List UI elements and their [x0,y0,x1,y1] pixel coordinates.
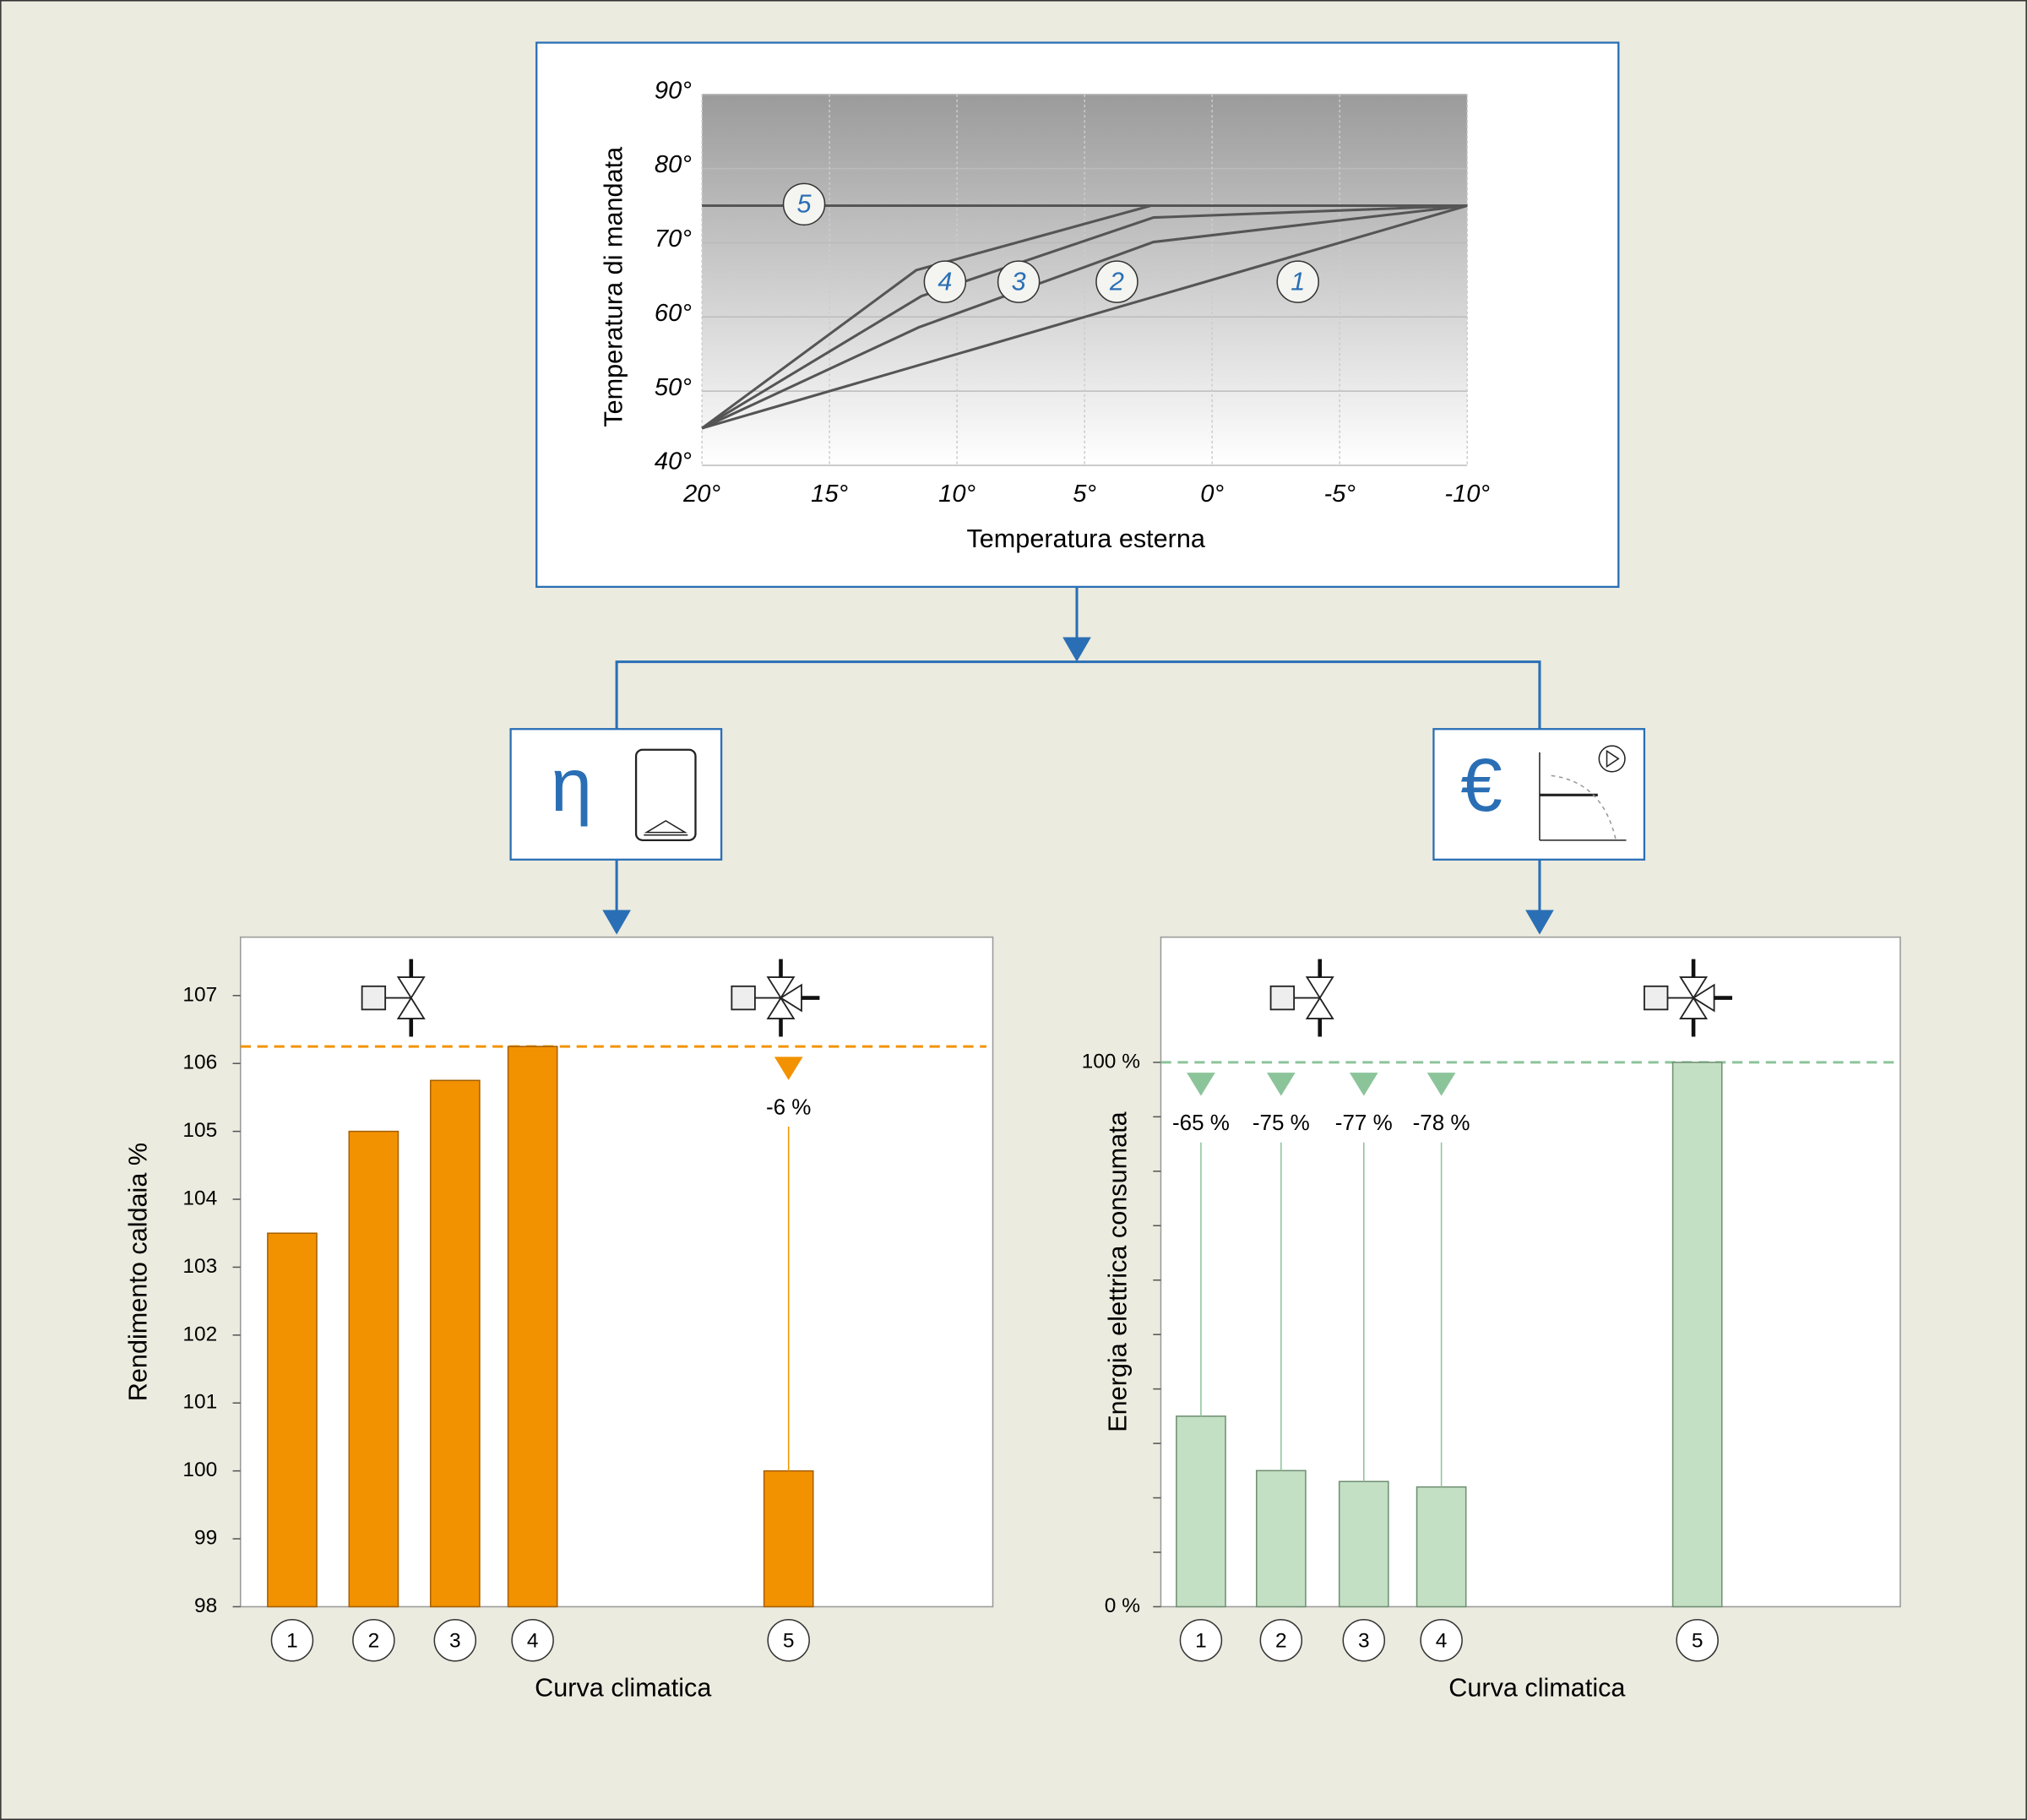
y-tick-label: 60° [655,300,692,327]
annotation: -75 % [1253,1110,1310,1135]
category-circle [270,1619,314,1662]
bar [1671,1062,1723,1608]
valve-actuator [361,985,387,1011]
x-tick-label: 5° [1073,481,1096,508]
y-tick-label: 0 % [1105,1595,1140,1617]
y-tick-label: 101 [182,1391,217,1414]
category-circle [1342,1619,1386,1662]
y-axis-label: Energia elettrica consumata [1104,1111,1133,1432]
arrow-marker [1187,1073,1215,1096]
arrows [602,637,1554,935]
x-axis-label: Temperatura esterna [966,524,1205,553]
bar [1338,1480,1389,1608]
category-circle [1420,1619,1463,1662]
y-tick-label: 70° [655,225,692,253]
bar [267,1232,318,1608]
y-tick-label: 40° [655,448,692,475]
y-tick-label: 90° [655,77,692,104]
curve [701,204,1468,430]
curve [701,204,1468,430]
x-tick-label: 3 [449,1629,461,1652]
x-tick-label: 2 [368,1629,380,1652]
arrow-marker [1427,1073,1456,1096]
y-tick-label: 107 [182,983,217,1006]
valves [361,959,1732,1037]
category-circle [433,1619,477,1662]
y-tick-label: 80° [655,151,692,178]
x-tick-label: 15° [811,481,848,508]
y-tick-label: 100 % [1082,1050,1140,1073]
category-circle [1259,1619,1303,1662]
y-tick-label: 104 [182,1187,217,1209]
x-tick-label: 4 [1436,1629,1448,1652]
x-tick-label: 0° [1200,481,1224,508]
boiler-icon [634,748,697,841]
category-circle [1676,1619,1719,1662]
x-tick-label: 10° [938,481,975,508]
arrow-marker [1266,1073,1296,1096]
pump-icon [1539,745,1627,841]
x-axis-label: Curva climatica [1448,1674,1626,1703]
curve-label-circle [782,182,826,226]
bar [1255,1470,1307,1608]
legend-label: 2 [1109,267,1124,296]
y-axis-label: Temperatura di mandata [600,146,628,427]
bar [763,1470,814,1608]
bar [429,1079,481,1608]
x-tick-label: -5° [1323,481,1355,508]
annotation: -65 % [1172,1110,1230,1135]
category-circle [1179,1619,1223,1662]
valve-actuator [731,985,756,1011]
annotation: -6 % [766,1094,811,1119]
x-axis-label: Curva climatica [535,1674,712,1703]
x-tick-label: 20° [682,481,720,508]
arrow-marker [1349,1073,1378,1096]
annotation: -77 % [1335,1110,1393,1135]
category-circle [352,1619,395,1662]
x-tick-label: 4 [527,1629,539,1652]
bar [1416,1486,1467,1608]
y-tick-label: 98 [194,1595,217,1617]
bar [348,1130,399,1608]
plot-area [702,94,1468,465]
x-tick-label: 1 [1195,1629,1207,1652]
legend-label: 5 [797,189,812,218]
pipe [779,959,820,1037]
valve-actuator [1643,985,1669,1011]
y-tick-label: 99 [194,1527,217,1550]
valve-actuator [1269,985,1296,1011]
x-tick-label: 2 [1275,1629,1287,1652]
legend-label: 3 [1012,267,1026,296]
y-tick-label: 105 [182,1119,217,1142]
category-circle [511,1619,554,1662]
y-tick-label: 106 [182,1051,217,1074]
eta-symbol: η [551,743,592,827]
bar [1176,1415,1226,1608]
x-tick-label: 5 [1692,1629,1704,1652]
y-tick-label: 103 [182,1255,217,1278]
y-tick-label: 102 [182,1323,217,1345]
curve-label-circle [1276,260,1319,303]
legend-label: 4 [937,267,952,296]
bar [507,1046,558,1608]
curve-label-circle [997,260,1041,303]
x-tick-label: -10° [1444,481,1490,508]
x-tick-label: 1 [286,1629,298,1652]
curve-label-circle [923,260,967,303]
x-tick-label: 3 [1358,1629,1370,1652]
y-tick-label: 50° [655,374,692,401]
pipe [1691,959,1732,1037]
annotation: -78 % [1413,1110,1470,1135]
connectors [615,586,1541,912]
euro-symbol: € [1460,743,1502,827]
arrow-marker [774,1057,803,1080]
curve-label-circle [1095,260,1138,303]
y-axis-label: Rendimento caldaia % [123,1143,152,1401]
x-tick-label: 5 [783,1629,795,1652]
y-tick-label: 100 [182,1459,217,1481]
legend-label: 1 [1291,267,1305,296]
category-circle [767,1619,810,1662]
